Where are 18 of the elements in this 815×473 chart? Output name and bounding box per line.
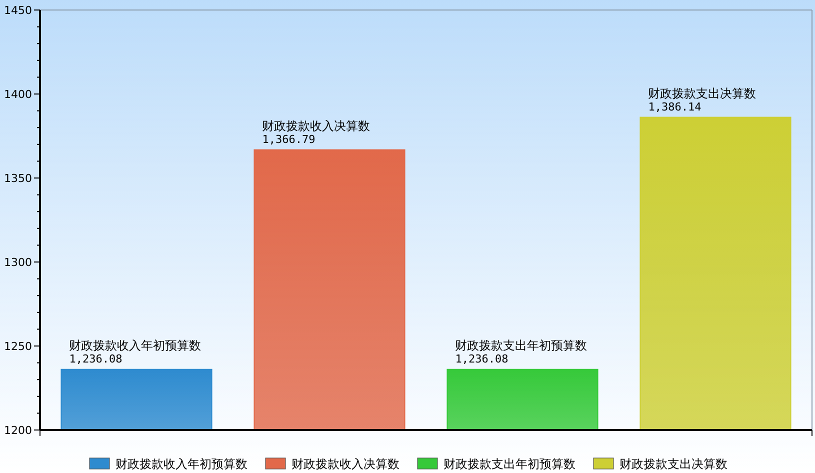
legend-label: 财政拨款收入决算数 — [292, 457, 400, 471]
y-tick-label: 1350 — [4, 172, 32, 185]
y-tick-label: 1400 — [4, 88, 32, 101]
legend-label: 财政拨款支出年初预算数 — [444, 457, 576, 471]
y-tick-label: 1300 — [4, 256, 32, 269]
legend-label: 财政拨款支出决算数 — [620, 457, 728, 471]
y-tick-label: 1200 — [4, 424, 32, 437]
text: 财政拨款支出决算数 — [648, 86, 756, 100]
text: 财政拨款收入年初预算数 — [69, 338, 202, 352]
text: 财政拨款收入决算数 — [262, 118, 370, 133]
data-label: 1,236.08 — [455, 352, 508, 366]
legend-label: 财政拨款收入年初预算数 — [116, 457, 248, 471]
text: 财政拨款支出年初预算数 — [455, 338, 588, 352]
y-tick-label: 1250 — [4, 340, 32, 353]
data-label: 1,386.14 — [648, 100, 702, 114]
data-label: 1,236.08 — [69, 352, 122, 366]
data-label: 1,366.79 — [262, 132, 316, 146]
y-tick-label: 1450 — [4, 4, 32, 17]
